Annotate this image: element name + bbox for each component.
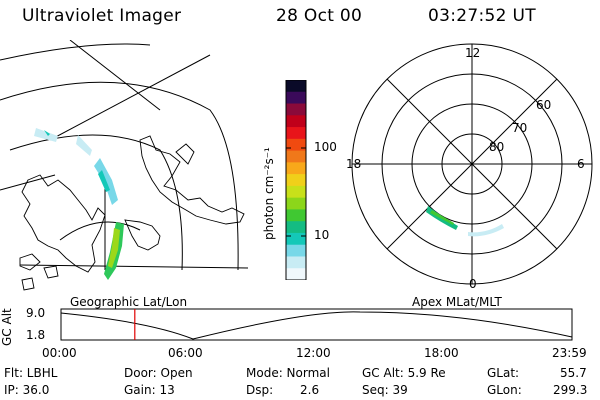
gain-status: Gain: 13 — [124, 383, 175, 397]
colorbar-tick-10: 10 — [314, 228, 330, 242]
aurora-oval — [426, 206, 504, 237]
lat-arc — [0, 43, 151, 61]
colorbar-swatch — [286, 209, 306, 222]
lat-arc — [0, 81, 239, 271]
geographic-map — [0, 40, 249, 291]
lat-arc — [9, 134, 183, 271]
colorbar-swatch — [286, 91, 306, 105]
colorbar-swatch — [286, 115, 306, 128]
colorbar-swatch — [286, 103, 306, 116]
timeline-tick-3: 18:00 — [424, 346, 459, 360]
altitude-timeline — [60, 308, 573, 341]
coastline — [19, 135, 245, 291]
ip-status: IP: 36.0 — [4, 383, 50, 397]
door-status: Door: Open — [124, 366, 193, 380]
lat-arc — [59, 221, 141, 241]
colorbar-swatch — [286, 185, 306, 199]
app-title: Ultraviolet Imager — [22, 6, 182, 26]
glat-label: GLat: — [487, 366, 520, 380]
timeline-ylabel: GC Alt — [0, 308, 14, 346]
glon-label: GLon: — [487, 383, 522, 397]
colorbar-swatch — [286, 138, 306, 152]
date-label: 28 Oct 00 — [276, 6, 363, 26]
filter-status: Flt: LBHL — [4, 366, 58, 380]
colorbar — [285, 80, 307, 280]
colorbar-swatch — [286, 221, 306, 234]
meridian-line — [19, 264, 249, 269]
timeline-ymin: 1.8 — [26, 328, 46, 342]
time-label: 03:27:52 UT — [428, 6, 536, 26]
lat-label-60: 60 — [536, 98, 552, 112]
timeline-tick-1: 06:00 — [168, 346, 203, 360]
meridian-line — [0, 174, 56, 191]
mlt-label-left: 18 — [346, 157, 362, 171]
meridian-line — [69, 40, 161, 111]
mlt-line — [386, 78, 558, 250]
colorbar-unit-label: photon cm⁻²s⁻¹ — [262, 147, 276, 240]
lat-label-70: 70 — [512, 121, 528, 135]
mode-status: Mode: Normal — [246, 366, 330, 380]
mlt-label-top: 12 — [465, 46, 481, 60]
colorbar-swatch — [286, 256, 306, 269]
colorbar-swatch — [286, 197, 306, 210]
colorbar-swatch — [286, 127, 306, 140]
colorbar-swatch — [286, 150, 306, 163]
colorbar-swatch — [286, 232, 306, 246]
colorbar-swatch — [286, 268, 306, 280]
timeline-tick-0: 00:00 — [42, 346, 77, 360]
aurora-emission — [34, 128, 124, 280]
lat-label-80: 80 — [489, 140, 505, 154]
right-map-caption: Apex MLat/MLT — [412, 295, 502, 309]
dsp-value: 2.6 — [300, 383, 320, 397]
gcalt-status: GC Alt: 5.9 Re — [362, 366, 446, 380]
timeline-tick-4: 23:59 — [552, 346, 587, 360]
glon-value: 299.3 — [553, 383, 588, 397]
mlt-label-bottom: 0 — [469, 277, 477, 291]
colorbar-swatch — [286, 80, 306, 93]
left-map-caption: Geographic Lat/Lon — [70, 295, 188, 309]
mlt-label-right: 6 — [577, 157, 585, 171]
glat-value: 55.7 — [560, 366, 587, 380]
colorbar-swatch — [286, 162, 306, 175]
seq-status: Seq: 39 — [362, 383, 408, 397]
colorbar-swatch — [286, 174, 306, 187]
colorbar-swatch — [286, 244, 306, 257]
polar-plot — [351, 43, 593, 285]
colorbar-tick-100: 100 — [314, 140, 337, 154]
meridian-line — [49, 54, 211, 141]
dsp-label: Dsp: — [246, 383, 274, 397]
timeline-tick-2: 12:00 — [296, 346, 331, 360]
timeline-ymax: 9.0 — [26, 306, 46, 320]
